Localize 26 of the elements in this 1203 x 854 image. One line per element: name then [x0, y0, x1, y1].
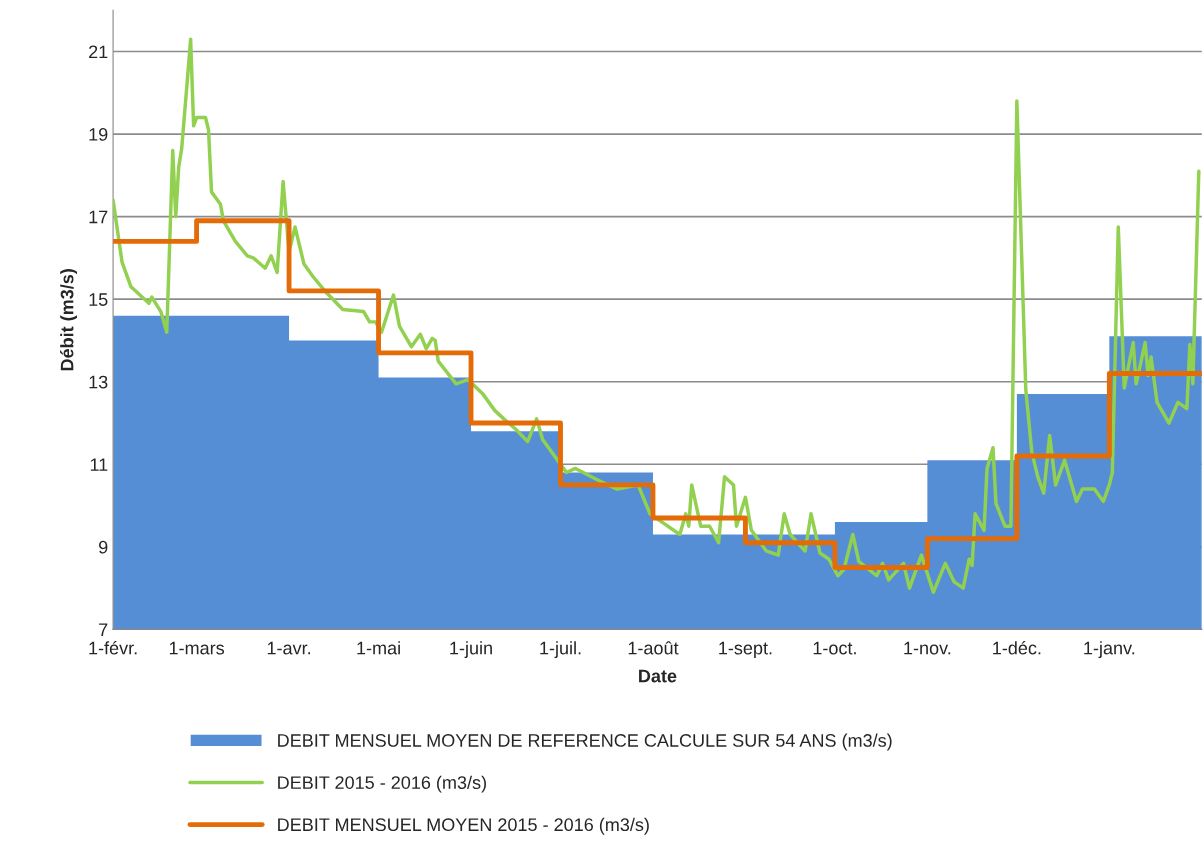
y-tick-label: 21	[89, 45, 108, 59]
y-tick-label: 13	[89, 375, 108, 389]
legend-label: DEBIT 2015 - 2016 (m3/s)	[278, 775, 486, 793]
x-tick-label: 1-sept.	[719, 641, 772, 659]
x-tick-label: 1-mai	[357, 641, 400, 655]
x-tick-label: 1-mars	[169, 641, 225, 655]
x-tick-label: 1-juin	[450, 641, 492, 659]
y-tick-label: 15	[89, 293, 108, 306]
x-tick-label: 1-nov.	[904, 641, 951, 655]
y-tick-label: 17	[89, 210, 108, 224]
x-tick-label: 1-août	[628, 641, 679, 655]
y-tick-label: 7	[99, 623, 108, 636]
x-tick-label: 1-oct.	[813, 641, 856, 655]
x-tick-label: 1-juil.	[540, 641, 581, 659]
x-tick-label: 1-avr.	[267, 641, 310, 655]
x-tick-label: 1-déc.	[993, 640, 1041, 655]
y-tick-label: 19	[89, 128, 108, 141]
legend-label: DEBIT MENSUEL MOYEN 2015 - 2016 (m3/s)	[278, 817, 649, 835]
x-axis-title: Date	[639, 669, 677, 683]
x-tick-label: 1-févr.	[89, 640, 137, 655]
legend-label: DEBIT MENSUEL MOYEN DE REFERENCE CALCULE SUR 54 ANS (m3/s)	[278, 733, 892, 751]
x-tick-label: 1-janv.	[1084, 641, 1135, 659]
line-series	[113, 37, 1201, 594]
y-axis-title: Débit (m3/s)	[60, 269, 78, 371]
y-tick-label: 9	[99, 540, 108, 554]
y-tick-label: 11	[90, 458, 108, 471]
